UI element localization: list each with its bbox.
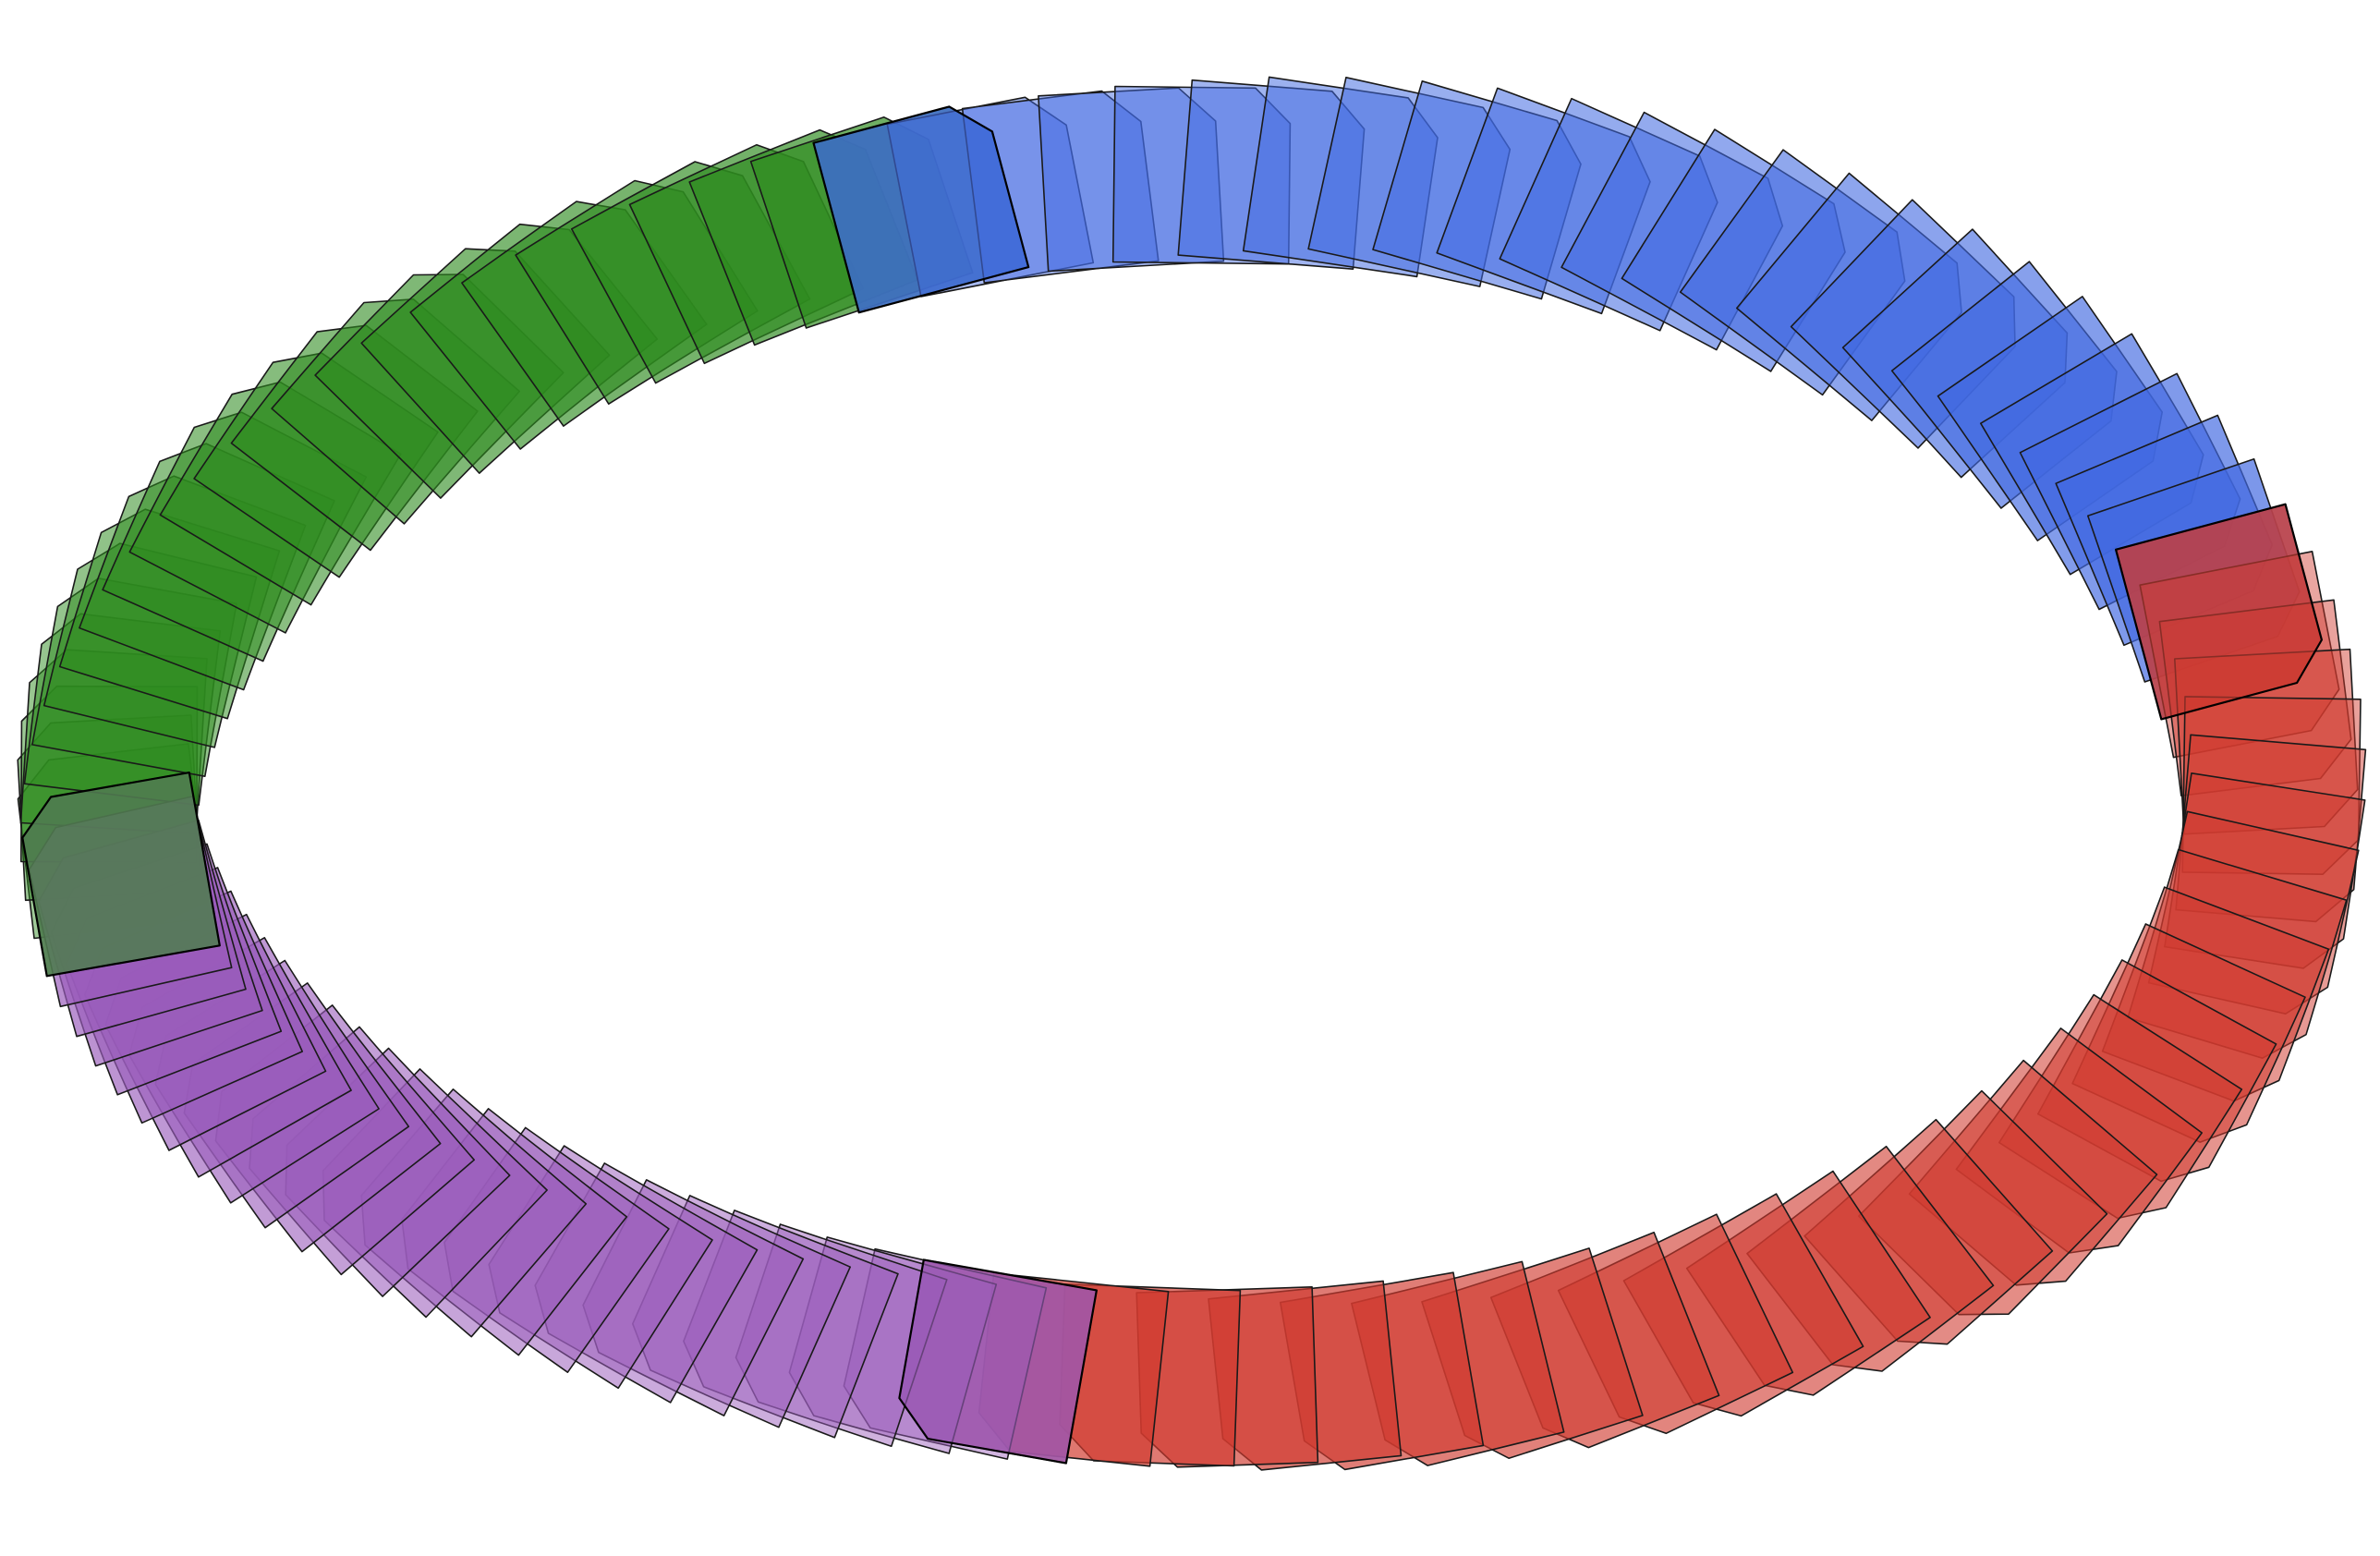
blue-segment-start-tile	[812, 105, 1030, 314]
green-segment-start-tile	[21, 771, 221, 978]
red-segment-start-tile	[2115, 503, 2323, 721]
purple-segment-start-tile	[898, 1258, 1099, 1465]
trail-segment-endpoints	[21, 105, 2323, 1465]
